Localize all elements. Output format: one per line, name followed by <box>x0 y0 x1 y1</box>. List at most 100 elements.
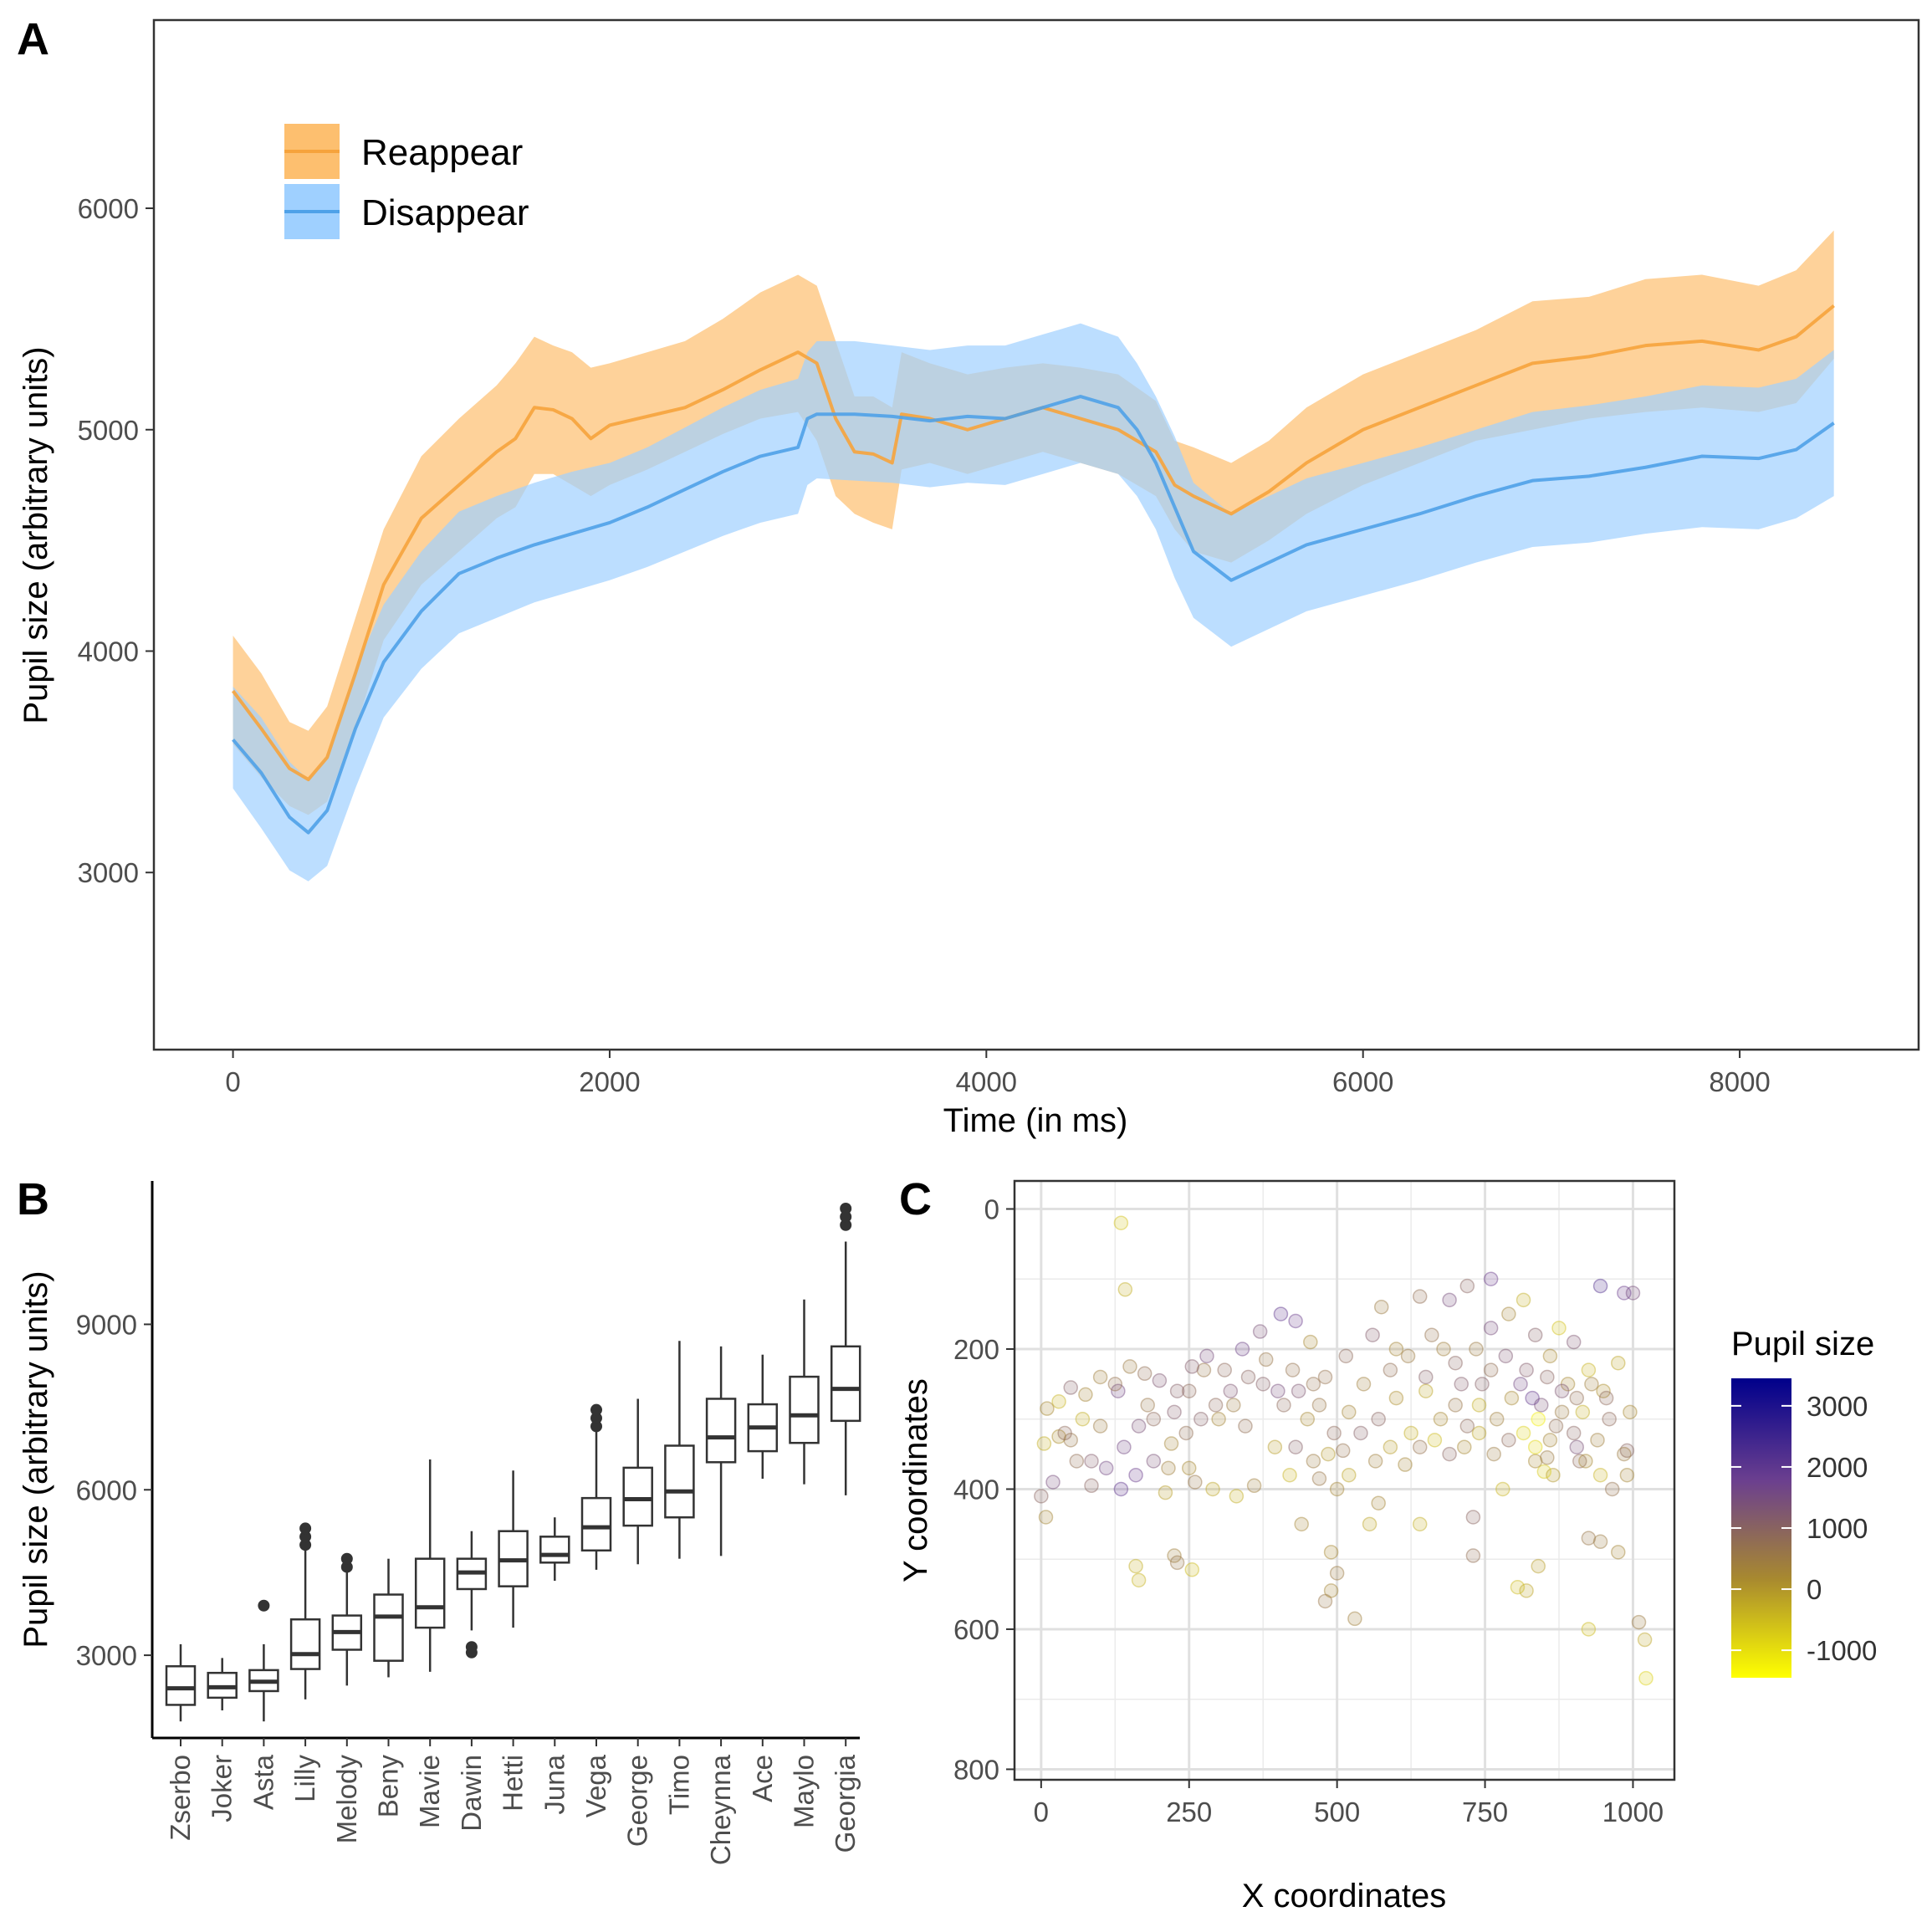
scatter-point <box>1306 1377 1321 1392</box>
category-label: Cheynna <box>705 1754 736 1865</box>
scatter-point <box>1469 1342 1484 1357</box>
y-tick-label: 3000 <box>78 857 139 888</box>
box-zserbo <box>165 1643 197 1722</box>
scatter-point <box>1581 1362 1597 1377</box>
category-label: Joker <box>207 1755 238 1822</box>
scatter-point <box>1398 1457 1413 1472</box>
scatter-point <box>1117 1439 1132 1454</box>
scatter-point <box>1169 1555 1185 1571</box>
scatter-point <box>1436 1342 1451 1357</box>
scatter-point <box>1598 1390 1614 1406</box>
scatter-point <box>1457 1439 1472 1454</box>
scatter-point <box>1276 1398 1291 1413</box>
scatter-point <box>1181 1460 1197 1476</box>
scatter-point <box>1188 1475 1203 1490</box>
scatter-point <box>1465 1548 1481 1563</box>
category-label: Maylo <box>789 1755 820 1828</box>
scatter-point <box>1540 1369 1555 1385</box>
scatter-point <box>1442 1446 1457 1462</box>
colorbar-title: Pupil size <box>1731 1326 1874 1362</box>
scatter-point <box>1471 1398 1487 1413</box>
scatter-point <box>1323 1545 1339 1560</box>
scatter-point <box>1373 1299 1389 1315</box>
scatter-point <box>1569 1439 1584 1454</box>
scatter-point <box>1560 1377 1576 1392</box>
scatter-point <box>1238 1418 1253 1434</box>
scatter-point <box>1163 1436 1179 1451</box>
category-label: Beny <box>373 1755 404 1818</box>
box-cheynna <box>705 1346 737 1556</box>
scatter-point <box>1575 1404 1591 1420</box>
scatter-point <box>1273 1306 1289 1321</box>
scatter-point <box>1229 1489 1245 1504</box>
scatter-point <box>1638 1670 1653 1686</box>
panel-c-grid <box>1015 1181 1674 1780</box>
box-iqr <box>664 1444 695 1519</box>
panel-a-lines <box>231 304 1835 835</box>
scatter-point <box>1548 1418 1564 1434</box>
panel-c-frame <box>1013 1179 1676 1781</box>
scatter-point <box>1604 1481 1620 1497</box>
outlier-point <box>590 1412 602 1424</box>
scatter-point <box>1400 1348 1416 1364</box>
panel-a-x-title: Time (in ms) <box>943 1102 1128 1139</box>
category-label: Hetti <box>498 1755 529 1812</box>
scatter-point <box>1311 1398 1327 1413</box>
panel-a-y-title: Pupil size (arbitrary units) <box>18 346 54 723</box>
scatter-point <box>1092 1369 1108 1385</box>
scatter-point <box>1617 1446 1632 1462</box>
scatter-point <box>1596 1383 1611 1398</box>
scatter-point <box>1167 1404 1182 1420</box>
outlier-point <box>840 1202 852 1214</box>
scatter-point <box>1184 1359 1200 1374</box>
panel-c-y-ticks: 0 200 400 600 800 <box>953 1193 1015 1785</box>
scatter-point <box>1323 1583 1339 1598</box>
outlier-point <box>590 1403 602 1416</box>
scatter-point <box>1454 1377 1469 1392</box>
scatter-point <box>1267 1439 1283 1454</box>
scatter-point <box>1181 1383 1197 1398</box>
scatter-point <box>1169 1383 1185 1398</box>
scatter-point <box>1226 1398 1241 1413</box>
box-juna <box>539 1517 570 1582</box>
panel-a-x-ticks: 0 2000 4000 6000 8000 <box>225 1050 1771 1097</box>
category-label: Dawin <box>456 1755 487 1832</box>
panel-a: A 0 2000 4000 6000 8000 3000 4000 5000 6000 Tim… <box>17 14 1920 1139</box>
scatter-point <box>1075 1411 1091 1427</box>
scatter-point <box>1617 1285 1632 1301</box>
scatter-point <box>1611 1355 1626 1371</box>
scatter-point <box>1459 1418 1475 1434</box>
box-hetti <box>498 1470 529 1628</box>
outlier-point <box>840 1219 852 1231</box>
scatter-point <box>1578 1454 1593 1469</box>
scatter-point <box>1338 1348 1354 1364</box>
scatter-point <box>1459 1278 1475 1294</box>
scatter-point <box>1303 1334 1318 1350</box>
scatter-point <box>1433 1411 1449 1427</box>
scatter-point <box>1078 1387 1093 1403</box>
colorbar-tick-label: 0 <box>1807 1574 1822 1605</box>
scatter-point <box>1161 1460 1176 1476</box>
outlier-point <box>340 1561 353 1573</box>
scatter-point <box>1291 1383 1306 1398</box>
scatter-point <box>1285 1362 1301 1377</box>
x-tick-label: 2000 <box>579 1066 640 1097</box>
scatter-point <box>1403 1425 1418 1441</box>
scatter-point <box>1117 1282 1133 1297</box>
scatter-point <box>1045 1475 1061 1490</box>
scatter-point <box>1540 1450 1555 1465</box>
x-tick-label: 0 <box>225 1066 240 1097</box>
scatter-point <box>1128 1467 1143 1483</box>
box-dawin <box>456 1531 488 1659</box>
scatter-point <box>1592 1278 1608 1294</box>
box-mavie <box>414 1459 446 1672</box>
y-tick-label: 200 <box>953 1334 999 1365</box>
scatter-point <box>1146 1411 1162 1427</box>
scatter-point <box>1128 1558 1143 1574</box>
scatter-point <box>1527 1454 1543 1469</box>
scatter-point <box>1306 1454 1321 1469</box>
y-tick-label: 600 <box>953 1614 999 1645</box>
scatter-point <box>1362 1516 1377 1532</box>
scatter-point <box>1525 1390 1540 1406</box>
line-disappear <box>232 395 1835 835</box>
